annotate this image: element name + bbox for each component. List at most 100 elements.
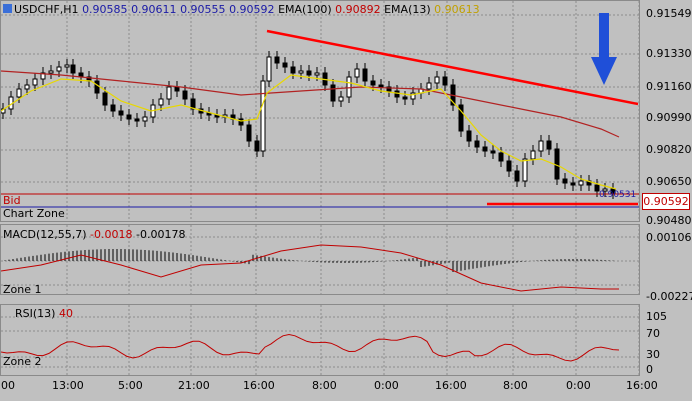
candle-body — [522, 158, 528, 182]
macd-signal-line — [1, 244, 619, 292]
candle-body — [166, 86, 172, 100]
rsi-header: RSI(13) 40 — [15, 307, 73, 320]
candle-body — [48, 70, 54, 74]
candle-body — [578, 180, 584, 186]
candle-body — [594, 184, 600, 192]
macd-axis-bottom: -0.00227 — [646, 290, 692, 303]
ema13-value: 0.90613 — [434, 3, 480, 16]
zone-2-label: Zone 2 — [3, 355, 42, 368]
zone-1-label: Zone 1 — [3, 283, 42, 295]
current-price-tag: 0.90592 — [642, 193, 690, 210]
rsi-label: RSI(13) — [15, 307, 56, 320]
blue-down-arrow-icon — [591, 13, 617, 85]
candle-body — [410, 92, 416, 100]
price-tick: 0.90480 — [646, 214, 692, 227]
candle-body — [538, 140, 544, 152]
price-tick: 0.91330 — [646, 47, 692, 60]
rsi-canvas — [1, 305, 639, 375]
candle-body — [570, 182, 576, 186]
candle-body — [394, 90, 400, 98]
candle-body — [514, 170, 520, 182]
macd-axis-top: 0.00106 — [646, 231, 692, 244]
macd-pane[interactable]: MACD(12,55,7) -0.0018 -0.00178 Zone 1 — [0, 224, 640, 295]
macd-canvas — [1, 225, 639, 294]
candle-body — [474, 140, 480, 148]
candle-body — [314, 72, 320, 76]
candle-body — [426, 82, 432, 90]
rsi-value: 40 — [58, 307, 73, 320]
candle-body — [386, 86, 392, 92]
time-tick: 8:00 — [503, 379, 528, 392]
symbol-label: USDCHF,H1 — [14, 3, 79, 16]
candle-body — [254, 140, 260, 152]
time-tick: 5:00 — [118, 379, 143, 392]
candle-body — [346, 76, 352, 98]
candle-body — [32, 78, 38, 86]
candle-body — [482, 146, 488, 152]
price-tick: 0.90990 — [646, 111, 692, 124]
rsi-axis-tick: 105 — [646, 310, 667, 323]
time-tick: 21:00 — [178, 379, 210, 392]
candle-body — [40, 72, 46, 80]
candle-body — [142, 116, 148, 122]
time-tick: 16:00 — [435, 379, 467, 392]
time-tick: 16:00 — [243, 379, 275, 392]
ema13-label: EMA(13) — [384, 3, 431, 16]
candle-body — [102, 92, 108, 106]
candle-body — [274, 56, 280, 64]
ema100-line — [1, 70, 620, 138]
rsi-axis-tick: 70 — [646, 327, 660, 340]
bid-label: Bid — [3, 194, 21, 207]
ema100-value: 0.90892 — [335, 3, 381, 16]
ema13-line — [1, 74, 617, 190]
macd-label: MACD(12,55,7) — [3, 228, 87, 241]
candle-body — [282, 62, 288, 68]
candle-body — [94, 80, 100, 94]
price-chart-pane[interactable]: USDCHF,H1 0.90585 0.90611 0.90555 0.9059… — [0, 0, 640, 222]
chart-header: USDCHF,H1 0.90585 0.90611 0.90555 0.9059… — [3, 3, 480, 16]
candle-body — [610, 188, 616, 194]
candle-body — [434, 76, 440, 84]
rsi-pane[interactable]: RSI(13) 40 Zone 2 — [0, 304, 640, 376]
candle-body — [158, 98, 164, 106]
candle-body — [362, 68, 368, 82]
candle-body — [554, 148, 560, 180]
candle-body — [298, 70, 304, 74]
candle-body — [498, 152, 504, 162]
candle-body — [118, 110, 124, 116]
macd-value-signal: -0.00178 — [136, 228, 186, 241]
candle-body — [306, 70, 312, 76]
candle-body — [442, 76, 448, 86]
candle-body — [64, 64, 70, 68]
candle-body — [354, 68, 360, 78]
candle-body — [56, 66, 62, 72]
candle-body — [490, 150, 496, 154]
macd-value-main: -0.0018 — [90, 228, 133, 241]
candle-body — [466, 130, 472, 142]
open-value: 0.90585 — [82, 3, 128, 16]
ema100-label: EMA(100) — [278, 3, 332, 16]
candle-body — [174, 86, 180, 92]
price-chart-canvas — [1, 1, 639, 221]
candle-body — [260, 80, 266, 152]
candle-body — [16, 88, 22, 98]
candle-body — [530, 150, 536, 160]
candle-body — [458, 104, 464, 132]
time-tick: 0:00 — [374, 379, 399, 392]
time-tick: 8:00 — [312, 379, 337, 392]
arrow-head — [591, 57, 617, 85]
chart-zone-label: Chart Zone — [3, 207, 65, 220]
price-tick: 0.90650 — [646, 175, 692, 188]
low-value: 0.90555 — [180, 3, 226, 16]
high-value: 0.90611 — [131, 3, 177, 16]
candle-body — [370, 80, 376, 86]
candle-body — [602, 188, 608, 192]
candle-body — [546, 140, 552, 150]
time-tick: 13:00 — [52, 379, 84, 392]
candle-body — [330, 84, 336, 102]
candle-body — [506, 160, 512, 172]
candle-body — [562, 178, 568, 184]
price-tick: 0.91549 — [646, 7, 692, 20]
macd-header: MACD(12,55,7) -0.0018 -0.00178 — [3, 228, 185, 241]
